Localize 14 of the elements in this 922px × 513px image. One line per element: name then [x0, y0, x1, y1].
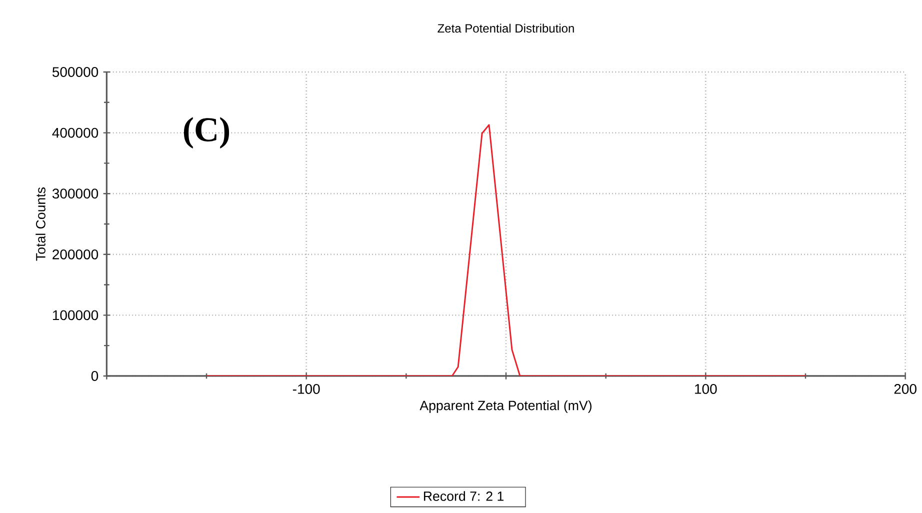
x-tick-label: 200	[894, 384, 916, 394]
y-tick-label: 100000	[52, 310, 98, 320]
x-tick-label: 100	[695, 384, 717, 394]
x-tick-label: -100	[292, 384, 320, 394]
legend-label: Record 7: 2 1	[424, 491, 504, 501]
x-axis-title: Apparent Zeta Potential (mV)	[420, 400, 592, 413]
y-tick-label: 200000	[52, 249, 98, 260]
y-tick-label: 0	[91, 371, 98, 381]
y-tick-label: 300000	[52, 188, 98, 199]
annotation: (C)	[184, 117, 230, 149]
chart-title: Zeta Potential Distribution	[438, 24, 574, 33]
y-tick-label: 500000	[52, 67, 98, 77]
y-tick-label: 400000	[52, 128, 98, 138]
y-axis-title: Total Counts	[36, 187, 46, 261]
